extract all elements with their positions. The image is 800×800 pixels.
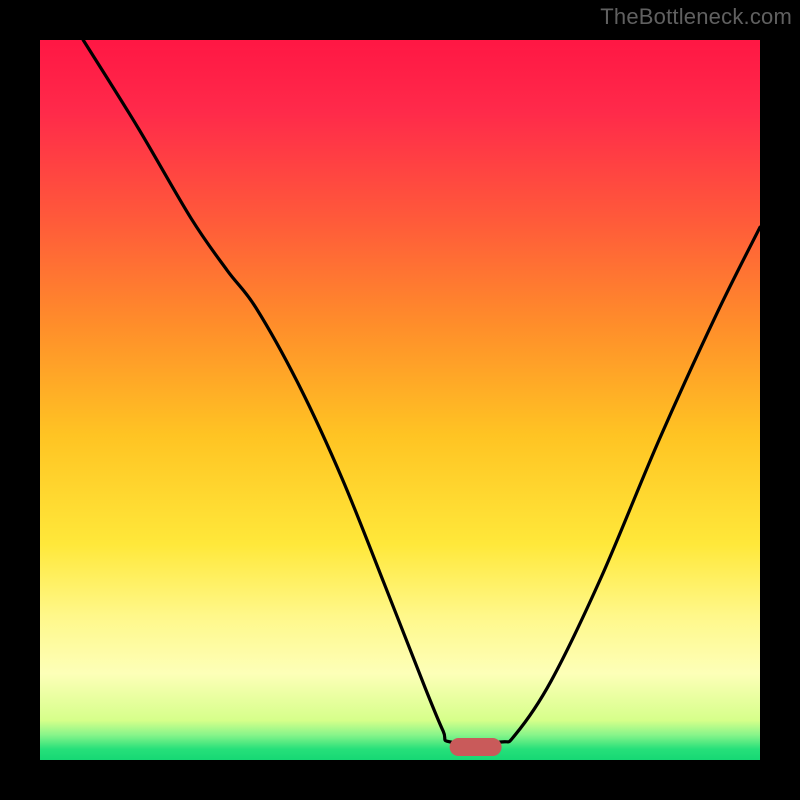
chart-container: TheBottleneck.com [0, 0, 800, 800]
watermark-text: TheBottleneck.com [600, 4, 792, 30]
chart-background-gradient [40, 40, 760, 760]
bottleneck-chart [0, 0, 800, 800]
optimal-marker [450, 738, 502, 756]
